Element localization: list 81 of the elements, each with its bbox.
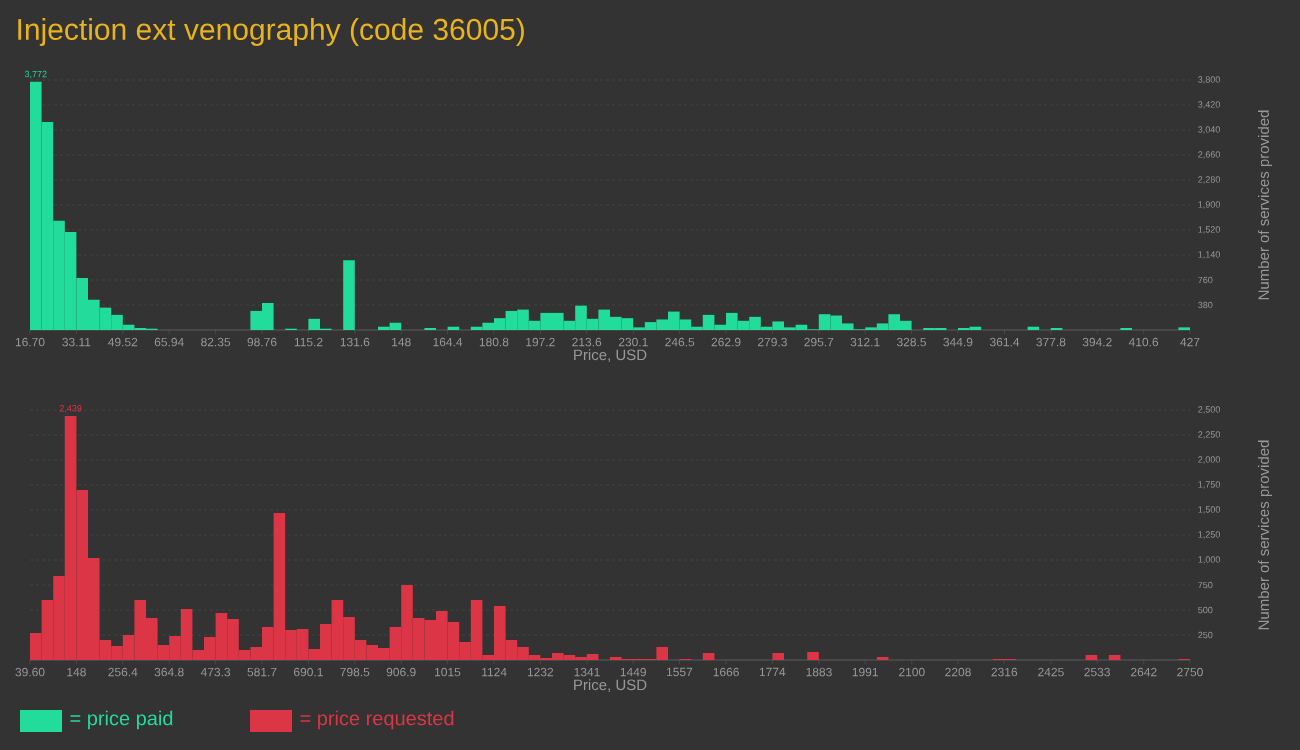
x-tick-label: 1774 xyxy=(759,667,786,677)
x-axis-title: Price, USD xyxy=(574,679,647,692)
x-tick-label: 690.1 xyxy=(294,667,323,677)
x-tick-label: 148 xyxy=(392,337,411,347)
y-tick-label: 3,420 xyxy=(1198,101,1220,109)
y-tick-label: 750 xyxy=(1198,581,1213,589)
x-tick-label: 49.52 xyxy=(108,337,138,347)
y-tick-label: 3,040 xyxy=(1198,126,1220,134)
x-tick-label: 473.3 xyxy=(200,667,231,677)
x-tick-label: 164.4 xyxy=(433,337,463,347)
x-tick-label: 115.2 xyxy=(294,337,323,347)
y-tick-label: 250 xyxy=(1198,631,1213,639)
x-tick-label: 344.9 xyxy=(943,337,973,347)
x-tick-label: 798.5 xyxy=(340,667,370,677)
y-tick-label: 1,750 xyxy=(1198,481,1220,489)
x-axis-title: Price, USD xyxy=(574,349,647,362)
annotation: 3,772 xyxy=(24,70,47,79)
y-tick-label: 1,520 xyxy=(1198,226,1220,234)
y-tick-label: 3,800 xyxy=(1198,76,1220,84)
x-tick-label: 377.8 xyxy=(1036,337,1066,347)
x-tick-label: 197.2 xyxy=(526,337,555,347)
x-tick-label: 1232 xyxy=(527,667,554,677)
y-axis-title: Number of services provided xyxy=(1258,440,1272,630)
x-tick-label: 98.76 xyxy=(247,337,277,347)
x-tick-label: 906.9 xyxy=(386,667,416,677)
x-tick-label: 2642 xyxy=(1131,667,1157,677)
x-tick-label: 1666 xyxy=(713,667,739,677)
annotation: 2,439 xyxy=(59,405,82,413)
x-tick-label: 361.4 xyxy=(989,337,1020,347)
y-tick-label: 760 xyxy=(1198,276,1213,284)
x-tick-label: 1449 xyxy=(620,667,646,677)
y-tick-label: 2,250 xyxy=(1198,431,1220,439)
x-tick-label: 1124 xyxy=(482,667,507,677)
x-tick-label: 256.4 xyxy=(108,667,138,677)
x-tick-label: 213.6 xyxy=(572,337,602,347)
x-tick-label: 33.11 xyxy=(62,337,91,347)
x-tick-label: 1883 xyxy=(806,667,832,677)
x-tick-label: 279.3 xyxy=(758,337,787,347)
x-tick-label: 2100 xyxy=(899,667,925,677)
legend-label: = price paid xyxy=(70,710,173,730)
chart-title: Injection ext venography (code 36005) xyxy=(18,18,524,46)
x-tick-label: 1341 xyxy=(574,667,600,677)
x-tick-label: 39.60 xyxy=(15,667,45,677)
x-tick-label: 1557 xyxy=(666,667,693,677)
y-tick-label: 1,140 xyxy=(1198,251,1220,259)
x-tick-label: 262.9 xyxy=(711,337,741,347)
y-tick-label: 1,000 xyxy=(1198,556,1220,564)
x-tick-label: 2425 xyxy=(1038,667,1064,677)
x-tick-label: 2316 xyxy=(991,667,1018,677)
x-tick-label: 1015 xyxy=(435,667,461,677)
x-tick-label: 312.1 xyxy=(850,337,880,347)
x-tick-label: 148 xyxy=(67,667,86,677)
x-tick-label: 65.94 xyxy=(154,337,184,347)
y-axis-title: Number of services provided xyxy=(1258,110,1272,300)
y-tick-label: 1,500 xyxy=(1198,506,1220,514)
x-tick-label: 230.1 xyxy=(618,337,648,347)
x-tick-label: 82.35 xyxy=(201,337,231,347)
x-tick-label: 364.8 xyxy=(154,667,184,677)
x-tick-label: 394.2 xyxy=(1082,337,1112,347)
y-tick-label: 1,250 xyxy=(1198,531,1220,539)
y-tick-label: 380 xyxy=(1198,301,1213,309)
y-tick-label: 1,900 xyxy=(1198,201,1220,209)
y-tick-label: 500 xyxy=(1198,606,1213,614)
x-tick-label: 2533 xyxy=(1084,667,1110,677)
x-tick-label: 246.5 xyxy=(665,337,695,347)
x-tick-label: 1991 xyxy=(852,667,878,677)
y-tick-label: 2,280 xyxy=(1198,176,1220,184)
x-tick-label: 131.6 xyxy=(340,337,370,347)
y-tick-label: 2,000 xyxy=(1198,456,1220,464)
x-tick-label: 581.7 xyxy=(247,667,277,677)
x-tick-label: 328.5 xyxy=(896,337,927,347)
x-tick-label: 16.70 xyxy=(15,337,45,347)
x-tick-label: 410.6 xyxy=(1128,337,1159,347)
x-tick-label: 2208 xyxy=(945,667,971,677)
x-tick-label: 295.7 xyxy=(804,337,834,347)
y-tick-label: 2,660 xyxy=(1198,151,1220,159)
y-tick-label: 2,500 xyxy=(1198,406,1220,414)
x-tick-label: 2750 xyxy=(1177,667,1203,677)
legend-label: = price requested xyxy=(300,710,454,730)
x-tick-label: 427 xyxy=(1180,337,1200,347)
x-tick-label: 180.8 xyxy=(479,337,509,347)
